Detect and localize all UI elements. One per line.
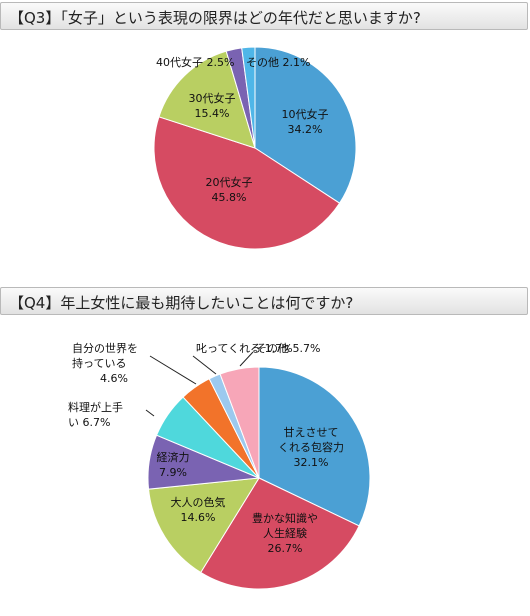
q3-slice-4 <box>241 46 256 149</box>
q4-slice-3-label: 経済力 <box>157 450 190 464</box>
q4-title-bar: 【Q4】年上女性に最も期待したいことは何ですか? <box>0 287 528 315</box>
q4-slice-0-label: 甘えさせて <box>284 426 339 439</box>
q4-slice-0-label: くれる包容力 <box>278 440 344 454</box>
q4-slice-4-label: い 6.7% <box>68 416 110 429</box>
q4-slice-0-value: 32.1% <box>294 456 329 469</box>
q3-slice-2-value: 15.4% <box>195 107 230 120</box>
q3-slice-2 <box>158 50 256 149</box>
q3-slice-2-label: 30代女子 <box>189 91 236 105</box>
q3-slice-4-label: その他 2.1% <box>246 56 310 69</box>
q4-slice-5-label: 自分の世界を <box>72 342 138 355</box>
q4-slice-2-value: 14.6% <box>181 511 216 524</box>
q3-slice-0-label: 10代女子 <box>282 107 329 121</box>
q4-slice-1-label: 人生経験 <box>263 526 307 540</box>
q4-slice-3-value: 7.9% <box>159 466 187 479</box>
q4-slice-1 <box>200 477 360 590</box>
q4-slice-1-label: 豊かな知識や <box>252 511 318 525</box>
q3-slice-1 <box>153 116 341 250</box>
q4-slice-7 <box>219 366 260 479</box>
q3-slice-1-value: 45.8% <box>212 191 247 204</box>
q4-slice-5-value: 4.6% <box>100 372 128 385</box>
q4-title: 【Q4】年上女性に最も期待したいことは何ですか? <box>9 294 354 312</box>
q4-leader-line-5 <box>149 355 197 385</box>
q4-slice-0 <box>258 366 371 527</box>
q3-pie-chart: 10代女子 34.2% 20代女子 45.8% 30代女子 15.4% 40代女子 2.5%… <box>153 46 357 250</box>
q4-slice-6-label: 叱ってくれる 1.7% <box>196 342 293 355</box>
q4-slice-7-label: その他 5.7% <box>256 342 320 355</box>
q4-leader-line-7 <box>239 351 254 367</box>
q4-leader-line-4 <box>145 409 155 417</box>
q3-slice-3-label: 40代女子 2.5% <box>156 55 234 69</box>
q4-slice-2-label: 大人の色気 <box>171 495 226 509</box>
q4-slice-4-label: 料理が上手 <box>68 400 123 414</box>
q4-leader-line-6 <box>192 355 217 375</box>
q4-slice-1-value: 26.7% <box>268 542 303 555</box>
q4-slice-2 <box>148 477 260 574</box>
q3-title-bar: 【Q3】「女子」という表現の限界はどの年代だと思いますか? <box>0 2 528 30</box>
q3-title: 【Q3】「女子」という表現の限界はどの年代だと思いますか? <box>9 9 421 27</box>
q3-slice-1-label: 20代女子 <box>206 175 253 189</box>
q4-slice-5-label: 持っている <box>72 356 126 370</box>
q3-slice-0-value: 34.2% <box>288 123 323 136</box>
